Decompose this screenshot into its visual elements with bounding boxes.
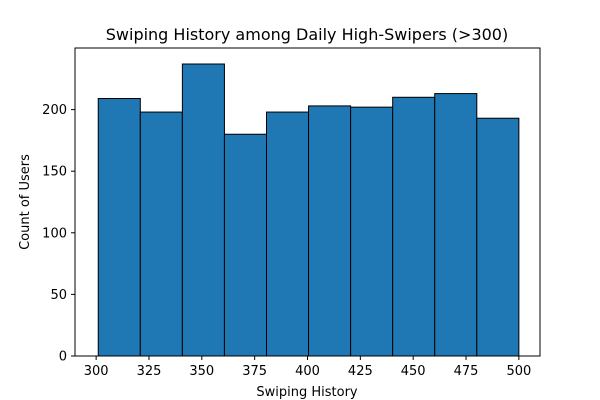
x-axis: 300 325 350 375 400 425 450 475 500	[84, 356, 531, 379]
histogram-bar	[308, 105, 352, 357]
histogram-bar	[181, 63, 225, 357]
x-tick-label: 400	[295, 364, 320, 379]
x-tick-label: 300	[84, 364, 109, 379]
histogram-bar	[434, 93, 478, 357]
x-tick-label: 475	[454, 364, 479, 379]
histogram-bar	[265, 111, 310, 357]
x-tick-label: 325	[137, 364, 162, 379]
x-tick-label: 500	[506, 364, 531, 379]
x-axis-title: Swiping History	[256, 385, 358, 400]
x-tick-label: 375	[242, 364, 267, 379]
histogram-bar	[476, 117, 520, 357]
y-tick-label: 150	[42, 165, 67, 180]
histogram-bar	[392, 96, 436, 357]
x-tick-label: 425	[348, 364, 373, 379]
histogram-bar	[350, 106, 394, 357]
y-axis: 0 50 100 150 200	[42, 103, 75, 365]
histogram-bar	[223, 133, 267, 357]
y-tick-label: 50	[50, 288, 67, 303]
histogram-bar	[139, 111, 183, 357]
y-axis-title: Count of Users	[18, 154, 33, 250]
y-tick-label: 200	[42, 103, 67, 118]
chart-title: Swiping History among Daily High-Swipers…	[106, 25, 508, 44]
y-tick-label: 100	[42, 226, 67, 241]
x-tick-label: 450	[401, 364, 426, 379]
x-tick-label: 350	[189, 364, 214, 379]
histogram-bar	[97, 98, 141, 357]
y-tick-label: 0	[59, 350, 67, 365]
bars-group	[97, 63, 520, 357]
